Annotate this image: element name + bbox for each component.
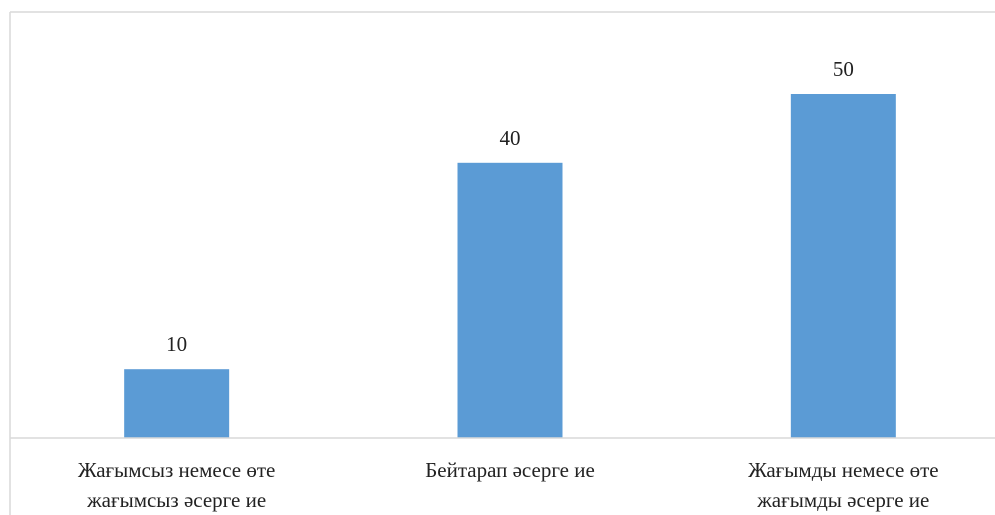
data-label: 40 <box>500 126 521 150</box>
data-label: 10 <box>166 332 187 356</box>
x-tick-label: Бейтарап әсерге ие <box>425 458 595 482</box>
x-tick-label: Жағымсыз немесе өте жағымсыз әсерге ие <box>77 458 276 512</box>
x-tick-label: Жағымды немесе өте жағымды әсерге ие <box>748 458 939 512</box>
bar <box>457 162 563 439</box>
bar <box>790 94 896 438</box>
data-label: 50 <box>833 57 854 81</box>
bar <box>124 369 230 438</box>
